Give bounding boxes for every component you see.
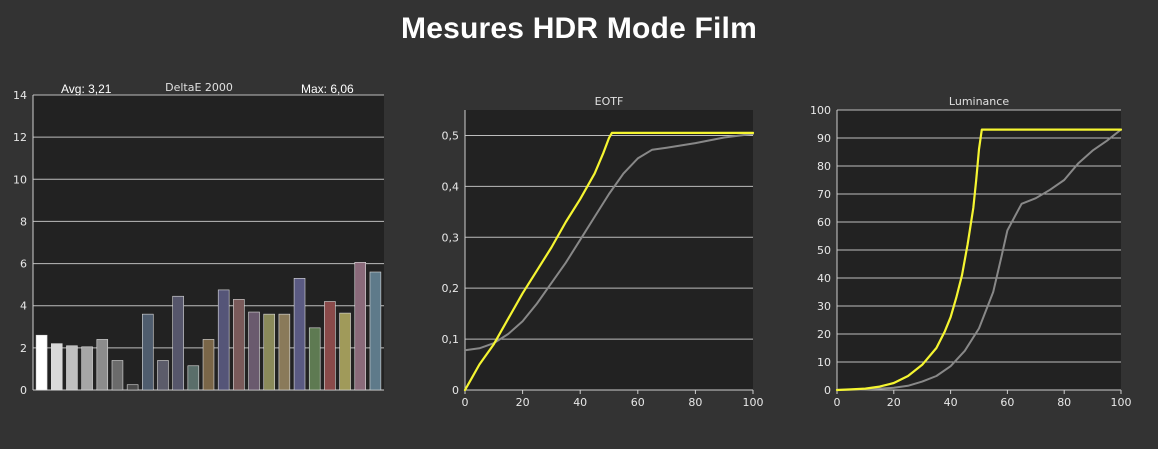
luminance-measured-line (835, 128, 1123, 392)
deltae-bar (233, 299, 245, 391)
deltae-bar (202, 339, 215, 391)
luminance-ytick-label: 90 (817, 132, 831, 145)
deltae-ytick-label: 2 (20, 342, 27, 355)
page-title: Mesures HDR Mode Film (401, 12, 757, 45)
eotf-ytick-label: 0,3 (442, 231, 460, 244)
deltae-bar (35, 334, 48, 391)
eotf-xtick-label: 0 (462, 396, 469, 409)
deltae-bar (50, 343, 63, 391)
deltae-bar (278, 313, 291, 391)
luminance-ytick-label: 30 (817, 300, 831, 313)
luminance-ytick-label: 10 (817, 356, 831, 369)
deltae-bar (81, 346, 93, 391)
eotf-xtick-label: 80 (688, 396, 702, 409)
luminance-ytick-label: 60 (817, 216, 831, 229)
eotf-xtick-label: 20 (516, 396, 530, 409)
luminance-xtick-label: 0 (834, 396, 841, 409)
deltae-bar (126, 384, 139, 391)
deltae-bar (66, 345, 78, 391)
deltae-avg-label: Avg: 3,21 (61, 82, 112, 96)
deltae-bar (339, 312, 351, 391)
eotf-ytick-label: 0,5 (442, 129, 460, 142)
deltae-bar (111, 360, 124, 391)
deltae-bar (324, 301, 336, 391)
deltae-bar (187, 365, 200, 391)
deltae-chart-title: DeltaE 2000 (165, 81, 233, 94)
luminance-ytick-label: 20 (817, 328, 831, 341)
eotf-xtick-label: 60 (631, 396, 645, 409)
deltae-bar (308, 327, 321, 391)
eotf-ytick-label: 0 (452, 384, 459, 397)
luminance-target-line (836, 128, 1122, 391)
deltae-ytick-label: 8 (20, 215, 27, 228)
eotf-ytick-label: 0,1 (442, 333, 460, 346)
eotf-xtick-label: 100 (743, 396, 764, 409)
deltae-bar (172, 295, 184, 391)
deltae-max-label: Max: 6,06 (301, 82, 354, 96)
eotf-measured-line (463, 131, 755, 392)
luminance-xtick-label: 60 (1000, 396, 1014, 409)
eotf-plot-area (465, 110, 753, 390)
deltae-bar (293, 278, 306, 391)
luminance-ytick-label: 100 (810, 104, 831, 117)
deltae-bar (142, 313, 154, 391)
eotf-xtick-label: 40 (573, 396, 587, 409)
deltae-ytick-label: 10 (13, 173, 27, 186)
luminance-ytick-label: 70 (817, 188, 831, 201)
deltae-bar (263, 313, 275, 391)
eotf-chart-title: EOTF (595, 95, 624, 108)
deltae-bar (369, 271, 382, 391)
deltae-bar (157, 360, 169, 391)
luminance-xtick-label: 40 (944, 396, 958, 409)
deltae-bar (248, 311, 260, 391)
deltae-ytick-label: 14 (13, 89, 27, 102)
deltae-ytick-label: 0 (20, 384, 27, 397)
eotf-target-line (464, 132, 754, 352)
luminance-xtick-label: 100 (1111, 396, 1132, 409)
luminance-xtick-label: 20 (887, 396, 901, 409)
luminance-ytick-label: 40 (817, 272, 831, 285)
eotf-ytick-label: 0,4 (442, 180, 460, 193)
luminance-ytick-label: 80 (817, 160, 831, 173)
deltae-bar (354, 262, 367, 391)
deltae-ytick-label: 4 (20, 300, 27, 313)
luminance-xtick-label: 80 (1057, 396, 1071, 409)
deltae-bar (96, 339, 109, 391)
luminance-chart-title: Luminance (949, 95, 1009, 108)
luminance-ytick-label: 0 (824, 384, 831, 397)
deltae-ytick-label: 12 (13, 131, 27, 144)
luminance-ytick-label: 50 (817, 244, 831, 257)
deltae-ytick-label: 6 (20, 258, 27, 271)
deltae-bar (217, 289, 230, 391)
eotf-ytick-label: 0,2 (442, 282, 460, 295)
